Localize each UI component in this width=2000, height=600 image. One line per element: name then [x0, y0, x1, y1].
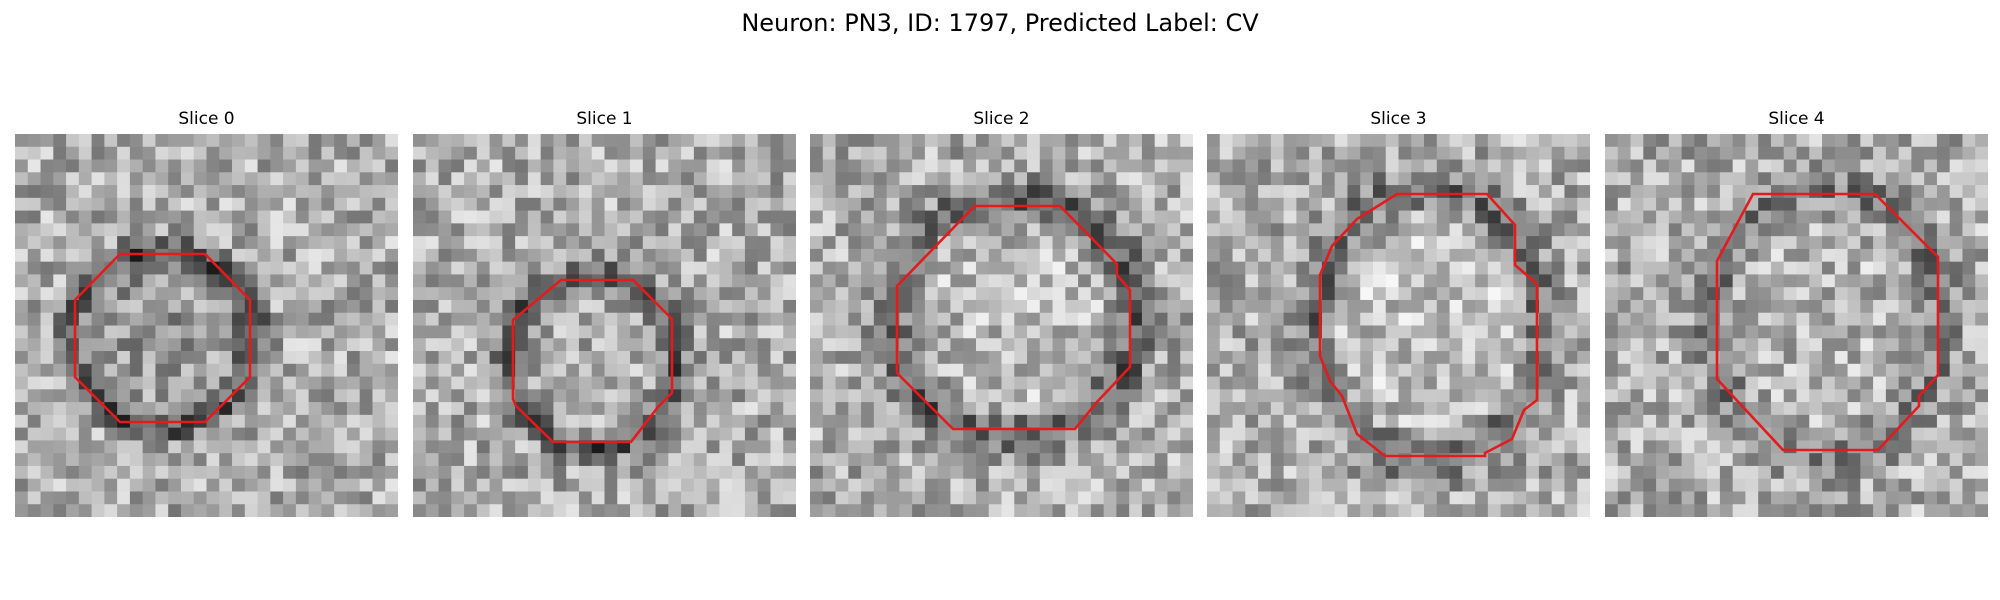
slice-image: [413, 134, 796, 517]
slice-title: Slice 0: [178, 109, 235, 129]
slice-panel-1: Slice 1: [413, 108, 796, 517]
roi-outline: [73, 252, 252, 424]
slice-title: Slice 2: [973, 109, 1030, 129]
slice-image: [1207, 134, 1590, 517]
roi-outline: [1715, 192, 1940, 452]
pixel-grid: [1605, 134, 1988, 517]
slice-panel-4: Slice 4: [1605, 108, 1988, 517]
pixel-grid: [1207, 134, 1590, 517]
roi-outline: [1318, 192, 1539, 458]
roi-outline: [511, 278, 674, 444]
slice-title: Slice 3: [1370, 109, 1427, 129]
slice-image: [810, 134, 1193, 517]
slice-image: [15, 134, 398, 517]
slice-title: Slice 4: [1768, 109, 1825, 129]
slice-panel-3: Slice 3: [1207, 108, 1590, 517]
slice-panel-0: Slice 0: [15, 108, 398, 517]
slice-image: [1605, 134, 1988, 517]
slice-title: Slice 1: [576, 109, 633, 129]
pixel-grid: [15, 134, 398, 517]
roi-outline: [895, 204, 1132, 431]
slice-panel-2: Slice 2: [810, 108, 1193, 517]
figure-title: Neuron: PN3, ID: 1797, Predicted Label: …: [741, 9, 1259, 37]
pixel-grid: [413, 134, 796, 517]
pixel-grid: [810, 134, 1193, 517]
